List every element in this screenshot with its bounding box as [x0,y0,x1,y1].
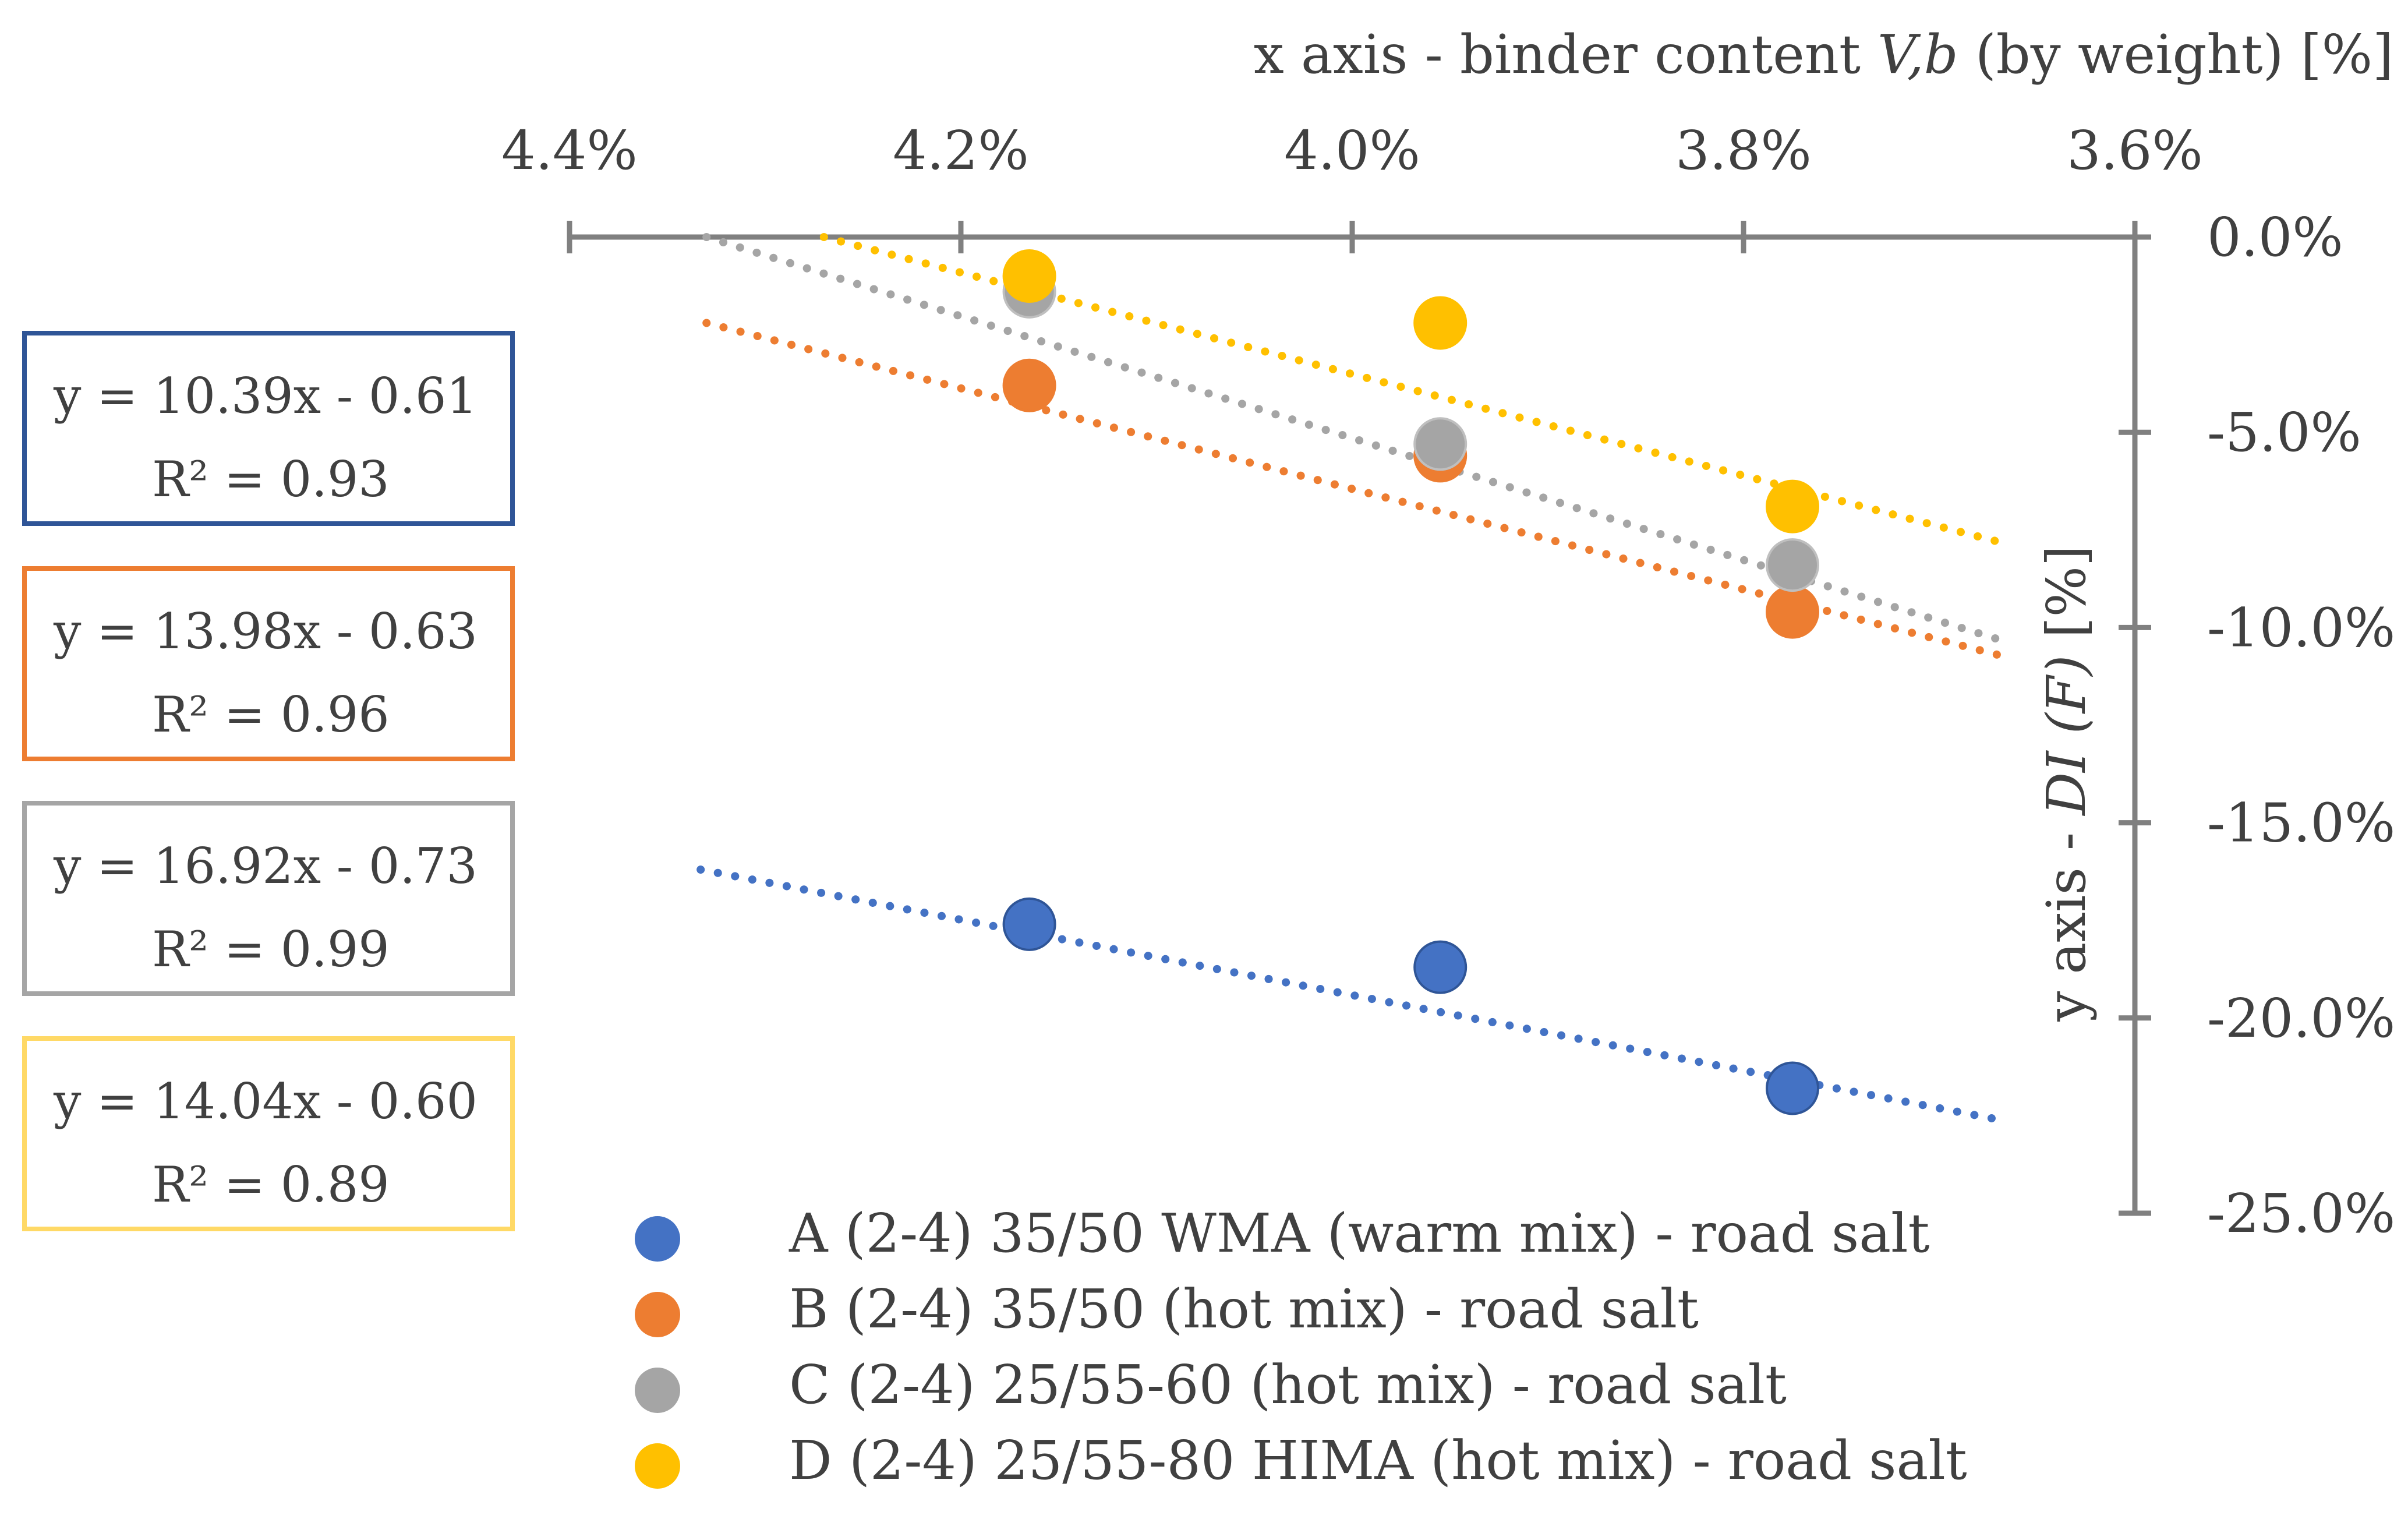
legend-label-a: A (2-4) 35/50 WMA (warm mix) - road salt [789,1202,1930,1264]
r2-d: R² = 0.89 [152,1156,390,1213]
r2-a: R² = 0.93 [152,451,390,508]
equation-c: y = 16.92x - 0.73 [54,838,478,895]
x-axis-title-prefix: x axis - binder content [1254,23,1877,86]
y-axis-title-suffix: [%] [2035,545,2098,655]
legend-marker-a [635,1216,680,1262]
trendline-b [702,319,2002,659]
point-a-1 [1413,940,1468,994]
equation-b: y = 13.98x - 0.63 [54,603,478,660]
equation-d: y = 14.04x - 0.60 [54,1073,478,1130]
point-c-2 [1766,538,1819,592]
point-a-2 [1766,1061,1819,1115]
point-d-0 [1002,249,1056,303]
legend-label-d: D (2-4) 25/55-80 HIMA (hot mix) - road s… [789,1429,1967,1492]
point-b-0 [1002,358,1056,412]
y-axis-title-var: DI (F) [2035,655,2098,817]
r2-c: R² = 0.99 [152,921,390,978]
y-axis-title-prefix: y axis - [2035,815,2098,1022]
legend-label-b: B (2-4) 35/50 (hot mix) - road salt [789,1278,1699,1340]
legend-label-c: C (2-4) 25/55-60 (hot mix) - road salt [789,1354,1787,1416]
legend-marker-c [635,1368,680,1413]
x-axis-title-var: V,b [1877,23,1958,86]
x-axis: 4.4% 4.2% 4.0% 3.8% 3.6% [501,119,2203,253]
x-tick-label: 3.8% [1675,119,1812,182]
x-tick-label: 3.6% [2067,119,2203,182]
x-axis-title: x axis - binder content V,b (by weight) … [1254,23,2393,86]
y-tick-label: 0.0% [2207,206,2343,269]
y-tick-label: -5.0% [2207,401,2361,464]
trendlines [696,233,2002,1124]
equation-box-b: y = 13.98x - 0.63 R² = 0.96 [22,566,515,761]
y-tick-label: -15.0% [2207,792,2395,854]
trendline-c [702,233,2002,644]
x-axis-title-suffix: (by weight) [%] [1958,23,2393,86]
x-tick-label: 4.2% [893,119,1029,182]
equation-box-d: y = 14.04x - 0.60 R² = 0.89 [22,1036,515,1231]
legend-marker-d [635,1443,680,1489]
equation-box-c: y = 16.92x - 0.73 R² = 0.99 [22,801,515,996]
data-points [1002,249,1819,1115]
legend-marker-b [635,1292,680,1337]
point-b-2 [1766,585,1819,639]
point-d-1 [1413,296,1468,350]
equation-a: y = 10.39x - 0.61 [54,368,478,425]
x-tick-label: 4.0% [1284,119,1420,182]
y-tick-label: -25.0% [2207,1182,2395,1245]
y-axis: 0.0% -5.0% -10.0% -15.0% -20.0% -25.0% [2119,206,2395,1245]
equation-box-a: y = 10.39x - 0.61 R² = 0.93 [22,331,515,526]
r2-b: R² = 0.96 [152,686,390,743]
point-c-1 [1413,417,1468,471]
y-tick-label: -10.0% [2207,596,2395,659]
point-a-0 [1002,897,1056,951]
trendline-d [819,233,2002,546]
y-tick-label: -20.0% [2207,987,2395,1050]
x-tick-label: 4.4% [501,119,638,182]
y-axis-title: y axis - DI (F) [%] [2035,545,2098,1022]
point-d-2 [1766,479,1819,534]
